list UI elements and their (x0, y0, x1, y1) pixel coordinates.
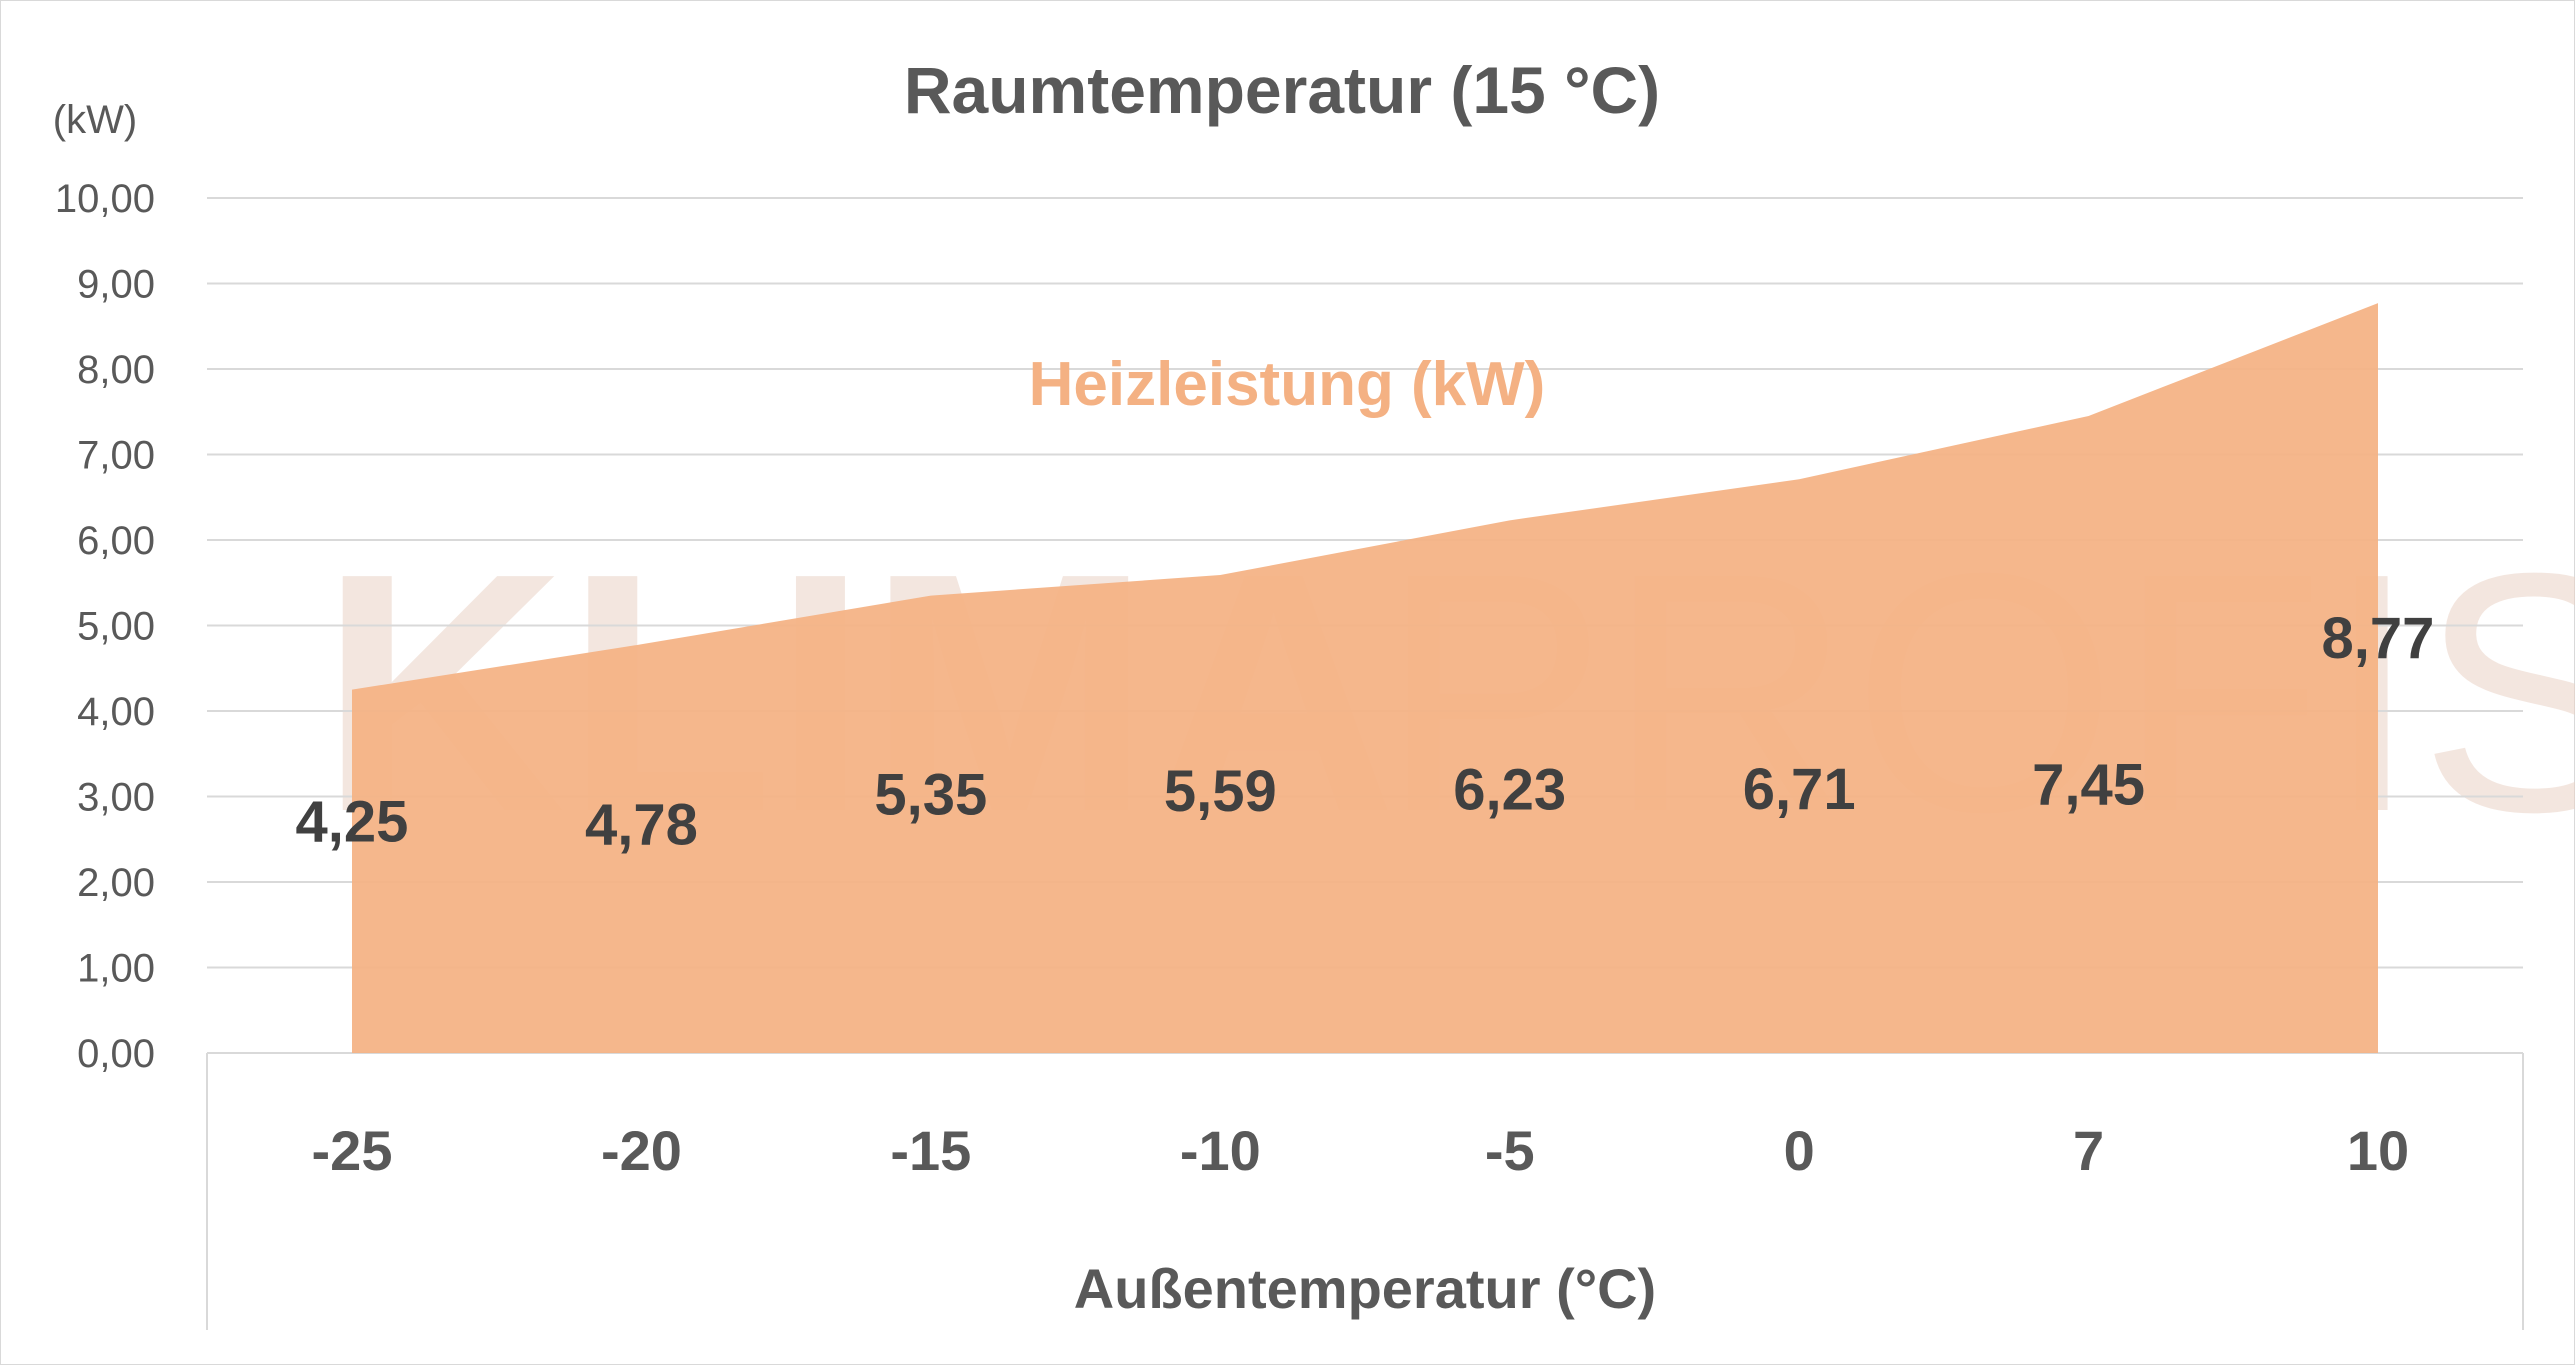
data-label: 4,25 (296, 789, 409, 854)
x-tick-label: 7 (2073, 1119, 2104, 1182)
heizleistung-area (352, 303, 2378, 1053)
y-tick-label: 0,00 (77, 1032, 155, 1076)
y-tick-label: 4,00 (77, 690, 155, 734)
plot-area-border (206, 1053, 2524, 1330)
y-tick-label: 9,00 (77, 263, 155, 307)
x-tick-label: -20 (601, 1119, 682, 1182)
y-axis-unit-label: (kW) (53, 98, 137, 142)
y-tick-label: 10,00 (55, 177, 155, 221)
data-label: 6,71 (1743, 757, 1856, 822)
y-tick-label: 5,00 (77, 605, 155, 649)
x-tick-label: -5 (1485, 1119, 1535, 1182)
y-tick-label: 1,00 (77, 947, 155, 991)
x-tick-label: -15 (890, 1119, 971, 1182)
x-axis-title: Außentemperatur (°C) (1074, 1257, 1656, 1320)
y-tick-label: 6,00 (77, 519, 155, 563)
x-tick-label: -25 (312, 1119, 393, 1182)
data-label: 7,45 (2032, 753, 2145, 818)
y-tick-label: 7,00 (77, 434, 155, 478)
x-axis-ticks: -25 -20 -15 -10 -5 0 7 10 (312, 1119, 2410, 1182)
y-tick-label: 2,00 (77, 861, 155, 905)
data-label: 8,77 (2322, 606, 2435, 671)
x-tick-label: 10 (2347, 1119, 2409, 1182)
y-tick-label: 3,00 (77, 776, 155, 820)
x-tick-label: -10 (1180, 1119, 1261, 1182)
data-label: 5,35 (874, 762, 987, 827)
data-labels: 4,25 4,78 5,35 5,59 6,23 6,71 7,45 8,77 (296, 606, 2435, 858)
x-tick-label: 0 (1784, 1119, 1815, 1182)
data-label: 4,78 (585, 793, 698, 858)
y-tick-label: 8,00 (77, 348, 155, 392)
series-name-label: Heizleistung (kW) (1029, 350, 1546, 419)
series-area (352, 303, 2378, 1053)
y-axis-ticks: 0,00 1,00 2,00 3,00 4,00 5,00 6,00 7,00 8,00 9,00… (55, 177, 155, 1076)
data-label: 6,23 (1453, 758, 1566, 823)
data-label: 5,59 (1164, 759, 1277, 824)
chart-title: Raumtemperatur (15 °C) (904, 53, 1660, 127)
